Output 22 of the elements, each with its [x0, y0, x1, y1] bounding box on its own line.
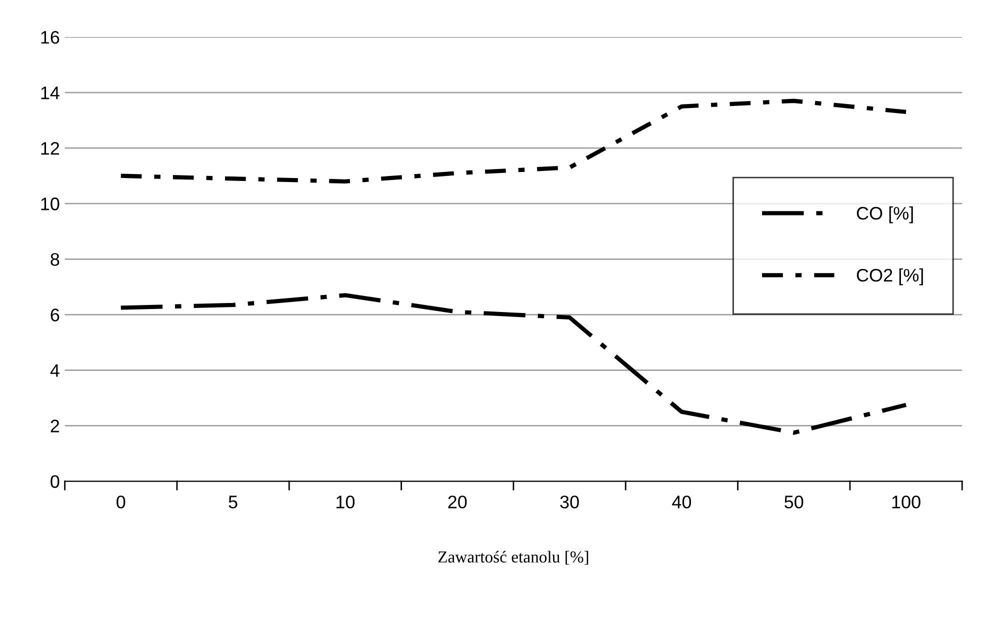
y-tick-label: 10	[41, 198, 60, 210]
line-series	[118, 293, 908, 435]
y-tick-label: 8	[50, 253, 60, 266]
line-series	[118, 98, 908, 184]
x-tick-label: 0	[116, 496, 126, 508]
x-tick-label: 5	[228, 496, 238, 508]
y-tick-label: 4	[50, 364, 60, 377]
x-axis-title: Zawartość etanolu [%]	[438, 550, 588, 565]
x-tick-label: 20	[448, 496, 467, 508]
x-tick-label: 30	[560, 496, 579, 508]
y-tick-label: 2	[50, 420, 60, 432]
y-tick-label: 16	[41, 30, 60, 44]
y-tick-label: 0	[50, 475, 60, 488]
y-tick-label: 6	[50, 308, 60, 322]
y-tick-label: 14	[41, 86, 60, 100]
x-tick-label: 40	[672, 496, 692, 508]
x-tick-label: 100	[892, 496, 920, 508]
x-tick-label: 50	[784, 496, 804, 508]
y-tick-label: 12	[41, 142, 60, 155]
x-tick-label: 10	[336, 496, 355, 508]
legend-label: CO2 [%]	[856, 268, 923, 286]
legend-label: CO [%]	[856, 206, 913, 224]
